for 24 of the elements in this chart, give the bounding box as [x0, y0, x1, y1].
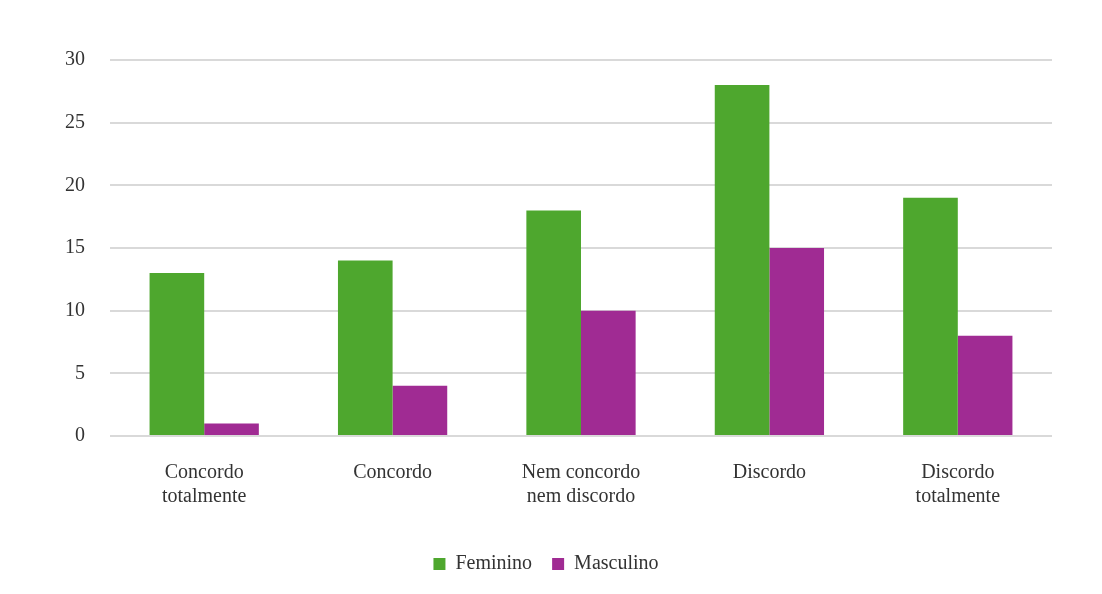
x-tick-label: Concordo — [353, 460, 433, 483]
y-tick-label: 30 — [65, 47, 85, 70]
bar — [149, 273, 205, 435]
bar — [337, 260, 393, 435]
legend-label: Masculino — [574, 551, 659, 574]
bar — [769, 248, 825, 435]
y-tick-label: 5 — [75, 360, 85, 383]
x-tick-label: Concordo totalmente — [161, 460, 247, 507]
bar — [526, 210, 581, 435]
y-tick-label: 0 — [75, 423, 85, 446]
x-tick-label: Nem concordo nem discordo — [521, 460, 641, 507]
y-tick-label: 10 — [65, 297, 85, 320]
bar — [392, 385, 448, 435]
bar — [581, 310, 636, 435]
x-tick-label: Discordo — [732, 460, 807, 483]
bar — [957, 335, 1013, 435]
y-tick-label: 25 — [65, 109, 85, 132]
bar — [714, 85, 770, 435]
bar — [204, 423, 259, 435]
y-tick-label: 20 — [65, 172, 85, 195]
x-tick-label: Discordo totalmente — [915, 460, 1001, 507]
bar — [903, 197, 958, 435]
legend-label: Feminino — [455, 551, 533, 574]
y-tick-label: 15 — [65, 235, 85, 258]
